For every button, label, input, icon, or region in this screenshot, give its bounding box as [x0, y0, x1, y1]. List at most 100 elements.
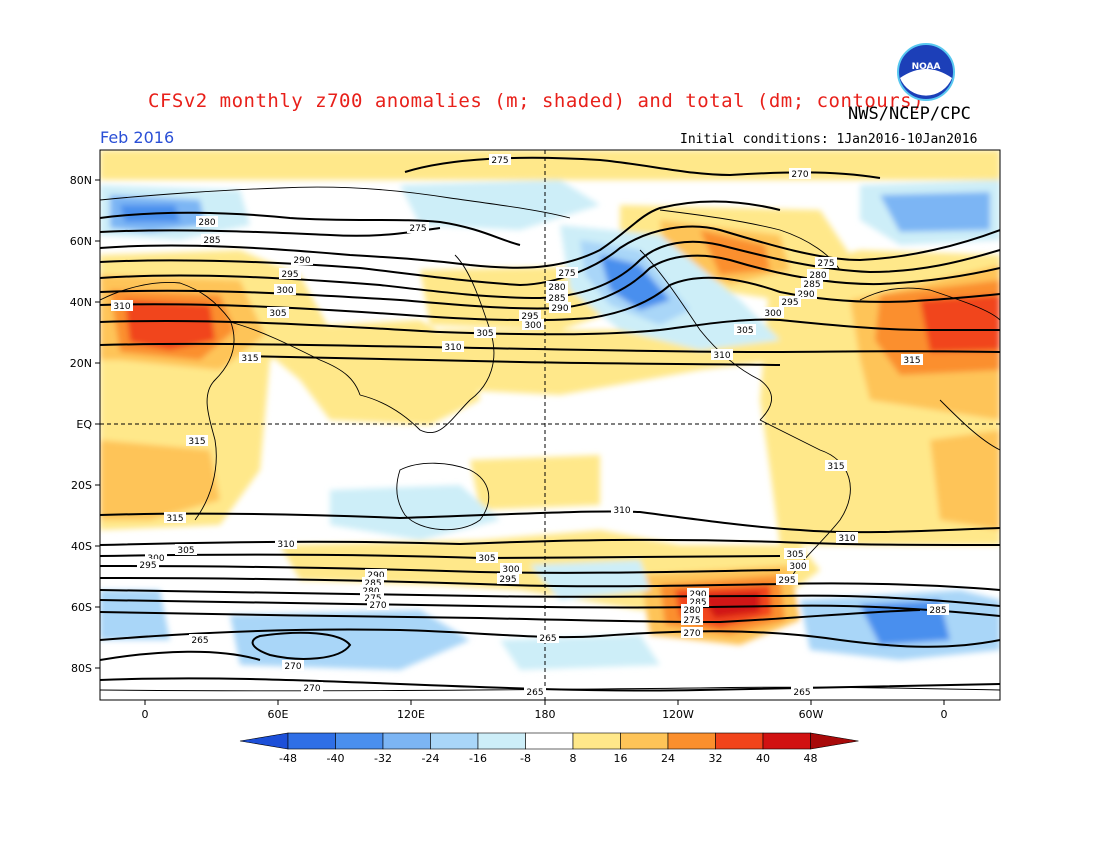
contour-label-bg: [111, 300, 133, 311]
contour-label: 300: [764, 309, 781, 319]
lon-label: 120W: [662, 708, 694, 721]
contour-label: 290: [293, 256, 310, 266]
lat-label: 80S: [71, 662, 92, 675]
contour-label: 315: [188, 437, 205, 447]
contour-label-bg: [549, 302, 571, 313]
initial-conditions: Initial conditions: 1Jan2016-10Jan2016: [680, 132, 978, 147]
lat-label: 40N: [70, 296, 92, 309]
contour-label-bg: [301, 682, 323, 693]
contour-label: 305: [478, 554, 495, 564]
contour-label-bg: [522, 319, 544, 330]
contour-label-bg: [789, 168, 811, 179]
contour-label: 270: [369, 601, 386, 611]
contour-label-bg: [795, 288, 817, 299]
colorbar-bin: [572, 732, 621, 750]
lon-label: 0: [142, 708, 149, 721]
contour-label: 280: [548, 283, 565, 293]
lat-label: 20N: [70, 357, 92, 370]
contour-label: 310: [444, 343, 461, 353]
contour-label-bg: [519, 310, 541, 321]
contour-label-bg: [279, 268, 301, 279]
contour-label-bg: [497, 573, 519, 584]
contour-label: 270: [284, 662, 301, 672]
noaa-logo: NOAA: [897, 43, 955, 101]
contour-label: 295: [281, 270, 298, 280]
contour-label: 275: [683, 616, 700, 626]
contour-label-bg: [901, 354, 923, 365]
colorbar-max-arrow: [810, 732, 859, 750]
contour-label-bg: [476, 552, 498, 563]
contour-label: 305: [786, 550, 803, 560]
colorbar-level-label: 32: [709, 752, 723, 765]
contour-label-bg: [681, 627, 703, 638]
reference-grid: [100, 150, 1000, 700]
contour-label-bg: [367, 599, 389, 610]
contour-label-bg: [546, 292, 568, 303]
contour-label-bg: [137, 559, 159, 570]
contour-label-bg: [524, 686, 546, 697]
contour-label: 270: [303, 684, 320, 694]
contour-label: 295: [778, 576, 795, 586]
contour-label: 315: [241, 354, 258, 364]
contour-labels: 2752702802852902953003053103152753053102…: [111, 154, 949, 698]
colorbar-bin: [382, 732, 431, 750]
contour-label: 305: [177, 546, 194, 556]
map-frame: [99, 149, 1001, 701]
contour-label: 305: [269, 309, 286, 319]
contour-label-bg: [362, 577, 384, 588]
contour-label-bg: [927, 604, 949, 615]
contour-label-bg: [787, 560, 809, 571]
contour-label: 275: [817, 259, 834, 269]
contour-label-bg: [201, 234, 223, 245]
contour-label: 315: [903, 356, 920, 366]
contour-label: 315: [166, 514, 183, 524]
lat-label: 60S: [71, 601, 92, 614]
map-title: CFSv2 monthly z700 anomalies (m; shaded)…: [148, 90, 925, 112]
contour-label: 265: [539, 634, 556, 644]
contour-label: 310: [277, 540, 294, 550]
colorbar-level-label: 24: [661, 752, 675, 765]
contour-label-bg: [611, 504, 633, 515]
contour-label: 285: [929, 606, 946, 616]
colorbar: -48 -40 -32 -24 -16 -8 8 16 24 32 40 48: [239, 732, 859, 765]
colorbar-bin: [620, 732, 669, 750]
contour-label: 300: [276, 286, 293, 296]
contour-label-bg: [687, 588, 709, 599]
colorbar-level-label: -48: [279, 752, 297, 765]
colorbar-level-label: 40: [756, 752, 770, 765]
contour-label-bg: [282, 660, 304, 671]
contour-label: 265: [793, 688, 810, 698]
colorbar-level-label: -16: [469, 752, 487, 765]
contour-label: 270: [683, 629, 700, 639]
contour-label: 290: [367, 571, 384, 581]
contour-label: 280: [198, 218, 215, 228]
colorbar-bin: [762, 732, 811, 750]
lat-label: EQ: [76, 418, 92, 431]
contour-label-bg: [779, 296, 801, 307]
contour-label-bg: [807, 269, 829, 280]
contour-label-bg: [164, 512, 186, 523]
anomaly-shading: [100, 150, 1000, 700]
contour-label: 285: [364, 579, 381, 589]
contour-label: 270: [791, 170, 808, 180]
contour-label: 310: [613, 506, 630, 516]
colorbar-bin: [430, 732, 479, 750]
lat-label: 60N: [70, 235, 92, 248]
contour-label-bg: [815, 257, 837, 268]
contour-label: 295: [781, 298, 798, 308]
contour-label-bg: [365, 569, 387, 580]
contour-label: 315: [827, 462, 844, 472]
contour-label-bg: [711, 349, 733, 360]
colorbar-level-label: -8: [520, 752, 531, 765]
colorbar-level-label: -24: [422, 752, 440, 765]
contour-label-bg: [274, 284, 296, 295]
contour-label: 300: [789, 562, 806, 572]
contour-label: 275: [558, 269, 575, 279]
contour-label: 265: [191, 636, 208, 646]
colorbar-min-arrow: [239, 732, 289, 750]
contour-label-bg: [825, 460, 847, 471]
contour-label: 285: [203, 236, 220, 246]
contour-label: 285: [548, 294, 565, 304]
contour-label-bg: [239, 352, 261, 363]
